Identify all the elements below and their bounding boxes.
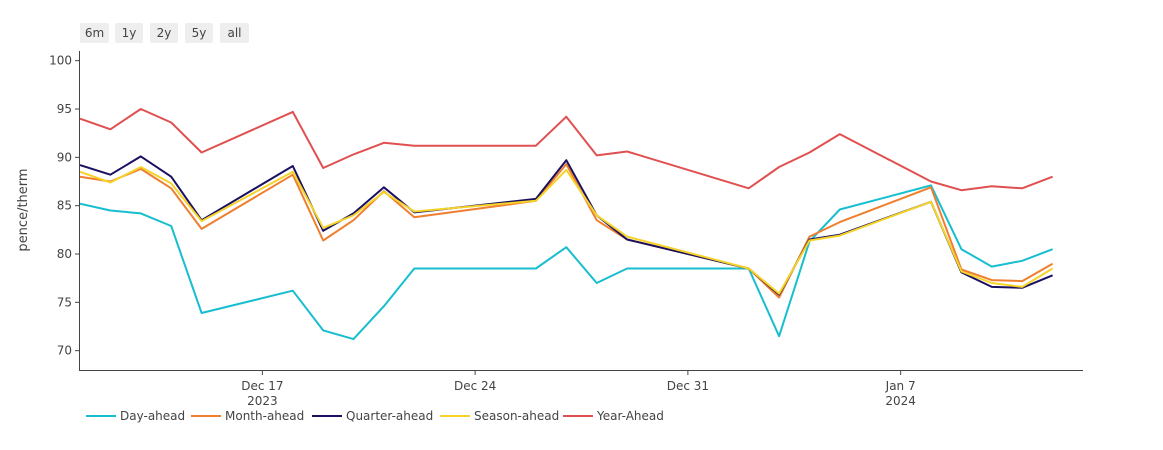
x-tick-label: Jan 7 xyxy=(885,379,916,393)
legend-label: Year-Ahead xyxy=(596,409,664,423)
legend-item[interactable]: Day-ahead xyxy=(86,409,185,423)
range-button-6m[interactable]: 6m xyxy=(80,23,109,43)
y-tick-label: 80 xyxy=(57,247,72,261)
range-button-2y[interactable]: 2y xyxy=(150,23,178,43)
range-button-label: 6m xyxy=(85,26,104,40)
legend: Day-ahead Month-ahead Quarter-ahead Season-… xyxy=(86,409,664,423)
range-selector: 6m 1y 2y 5y all xyxy=(80,23,249,43)
x-tick-label: Dec 24 xyxy=(454,379,496,393)
y-tick-label: 85 xyxy=(57,199,72,213)
range-button-label: 2y xyxy=(157,26,172,40)
series-lines xyxy=(80,108,1054,341)
range-button-5y[interactable]: 5y xyxy=(185,23,213,43)
y-axis-ticks: 70 75 80 85 90 95 100 xyxy=(49,54,80,358)
legend-item[interactable]: Month-ahead xyxy=(191,409,304,423)
legend-item[interactable]: Season-ahead xyxy=(440,409,559,423)
legend-item[interactable]: Year-Ahead xyxy=(563,409,664,423)
legend-label: Quarter-ahead xyxy=(346,409,433,423)
series-line-year-ahead xyxy=(80,108,1053,192)
range-button-all[interactable]: all xyxy=(220,23,249,43)
range-button-1y[interactable]: 1y xyxy=(115,23,143,43)
y-tick-label: 95 xyxy=(57,102,72,116)
series-line-quarter-ahead xyxy=(80,155,1053,296)
legend-item[interactable]: Quarter-ahead xyxy=(312,409,433,423)
x-tick-year-label: 2024 xyxy=(885,394,916,408)
y-tick-label: 75 xyxy=(57,295,72,309)
y-tick-label: 100 xyxy=(49,54,72,68)
y-tick-label: 90 xyxy=(57,150,72,164)
series-line-season-ahead xyxy=(80,166,1054,295)
legend-label: Month-ahead xyxy=(225,409,304,423)
legend-label: Day-ahead xyxy=(120,409,185,423)
range-button-label: 1y xyxy=(122,26,137,40)
range-button-label: all xyxy=(227,26,241,40)
x-tick-label: Dec 31 xyxy=(667,379,709,393)
series-line-month-ahead xyxy=(80,163,1054,299)
legend-label: Season-ahead xyxy=(474,409,559,423)
range-button-bg xyxy=(150,23,178,43)
x-tick-year-label: 2023 xyxy=(247,394,278,408)
y-tick-label: 70 xyxy=(57,344,72,358)
y-axis-title: pence/therm xyxy=(16,168,31,251)
series-line-day-ahead xyxy=(80,184,1053,341)
range-button-bg xyxy=(115,23,143,43)
range-button-bg xyxy=(185,23,213,43)
range-button-bg xyxy=(80,23,109,43)
range-button-label: 5y xyxy=(192,26,207,40)
range-button-bg xyxy=(220,23,249,43)
x-tick-label: Dec 17 xyxy=(241,379,283,393)
